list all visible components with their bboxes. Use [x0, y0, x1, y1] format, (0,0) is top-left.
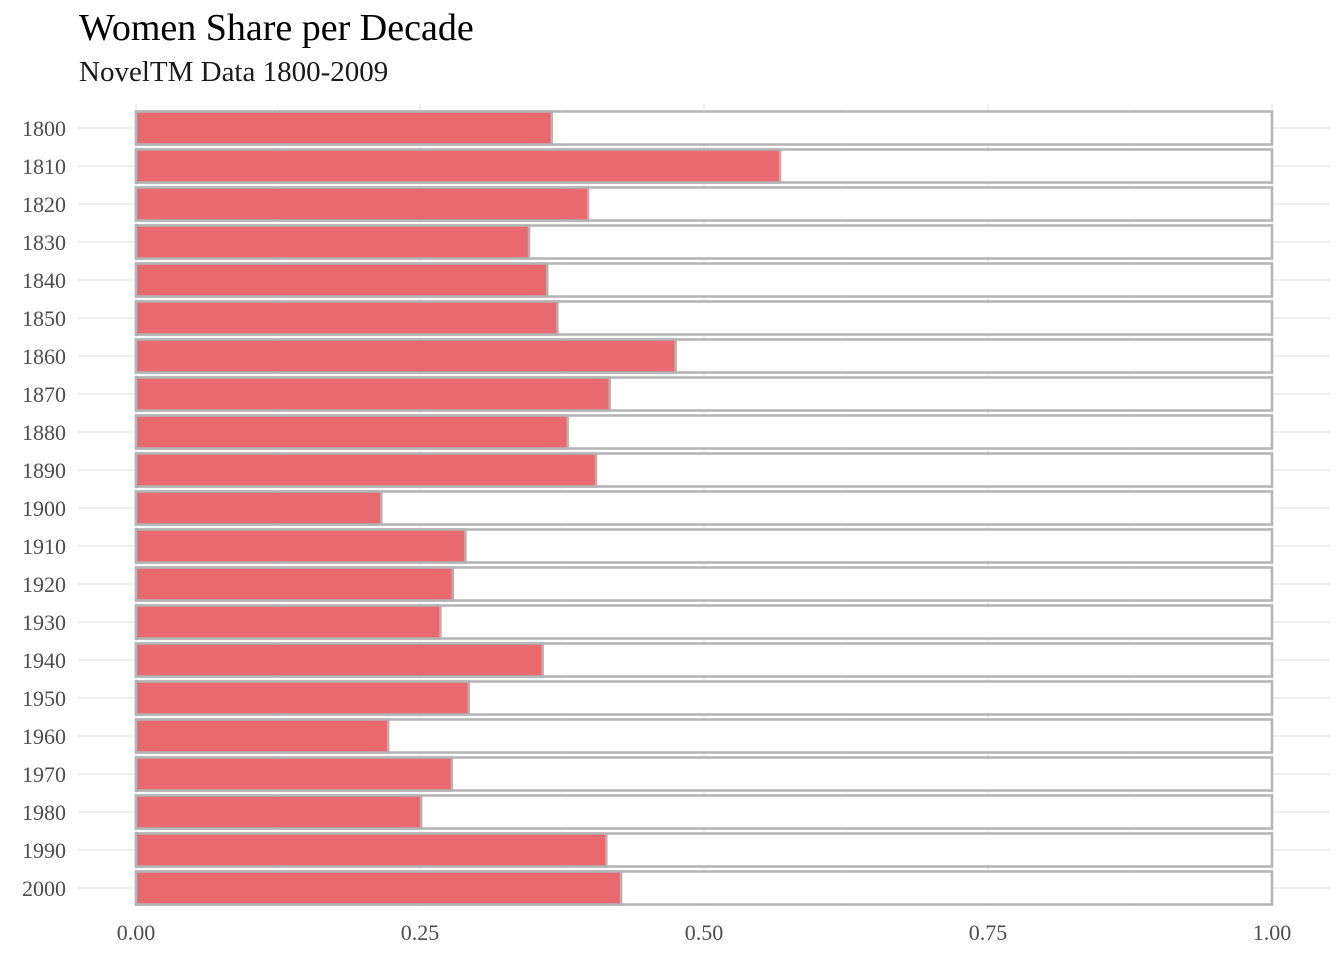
bar-women-share	[134, 452, 598, 488]
bar-women-share	[134, 642, 544, 678]
bar-women-share	[134, 528, 467, 564]
y-tick-label: 1950	[22, 686, 66, 711]
bar-women-share	[134, 224, 531, 260]
y-tick-label: 1970	[22, 762, 66, 787]
bar-women-share	[134, 680, 471, 716]
y-tick-label: 1840	[22, 268, 66, 293]
bar-women-share	[134, 262, 549, 298]
bar-women-share	[134, 604, 442, 640]
y-tick-label: 1820	[22, 192, 66, 217]
x-tick-label: 0.00	[117, 920, 156, 945]
x-tick-label: 0.25	[401, 920, 440, 945]
bar-women-share	[134, 870, 623, 906]
x-axis: 0.00 0.25 0.50 0.75 1.00	[117, 920, 1292, 945]
bar-women-share	[134, 148, 782, 184]
bar-women-share	[134, 300, 559, 336]
bar-women-share	[134, 338, 677, 374]
chart-subtitle: NovelTM Data 1800-2009	[79, 56, 389, 88]
bar-women-share	[134, 376, 611, 412]
bar-women-share	[134, 794, 423, 830]
y-tick-label: 1920	[22, 572, 66, 597]
y-tick-label: 1960	[22, 724, 66, 749]
bar-layer	[134, 110, 1274, 906]
y-tick-label: 1910	[22, 534, 66, 559]
x-tick-label: 0.50	[685, 920, 724, 945]
y-tick-label: 1940	[22, 648, 66, 673]
y-tick-label: 1850	[22, 306, 66, 331]
y-tick-label: 1900	[22, 496, 66, 521]
chart-title: Women Share per Decade	[79, 7, 474, 49]
y-tick-label: 1990	[22, 838, 66, 863]
x-tick-label: 1.00	[1253, 920, 1292, 945]
y-tick-label: 1860	[22, 344, 66, 369]
bar-women-share	[134, 414, 569, 450]
bar-women-share	[134, 186, 590, 222]
y-tick-label: 2000	[22, 876, 66, 901]
y-tick-label: 1880	[22, 420, 66, 445]
x-tick-label: 0.75	[969, 920, 1008, 945]
bar-women-share	[134, 756, 454, 792]
bar-women-share	[134, 110, 554, 146]
bar-women-share	[134, 566, 455, 602]
y-tick-label: 1800	[22, 116, 66, 141]
y-tick-label: 1930	[22, 610, 66, 635]
y-axis: 1800 1810 1820 1830 1840 1850 1860 1870 1880 1890…	[22, 116, 66, 901]
bar-women-share	[134, 718, 390, 754]
y-tick-label: 1980	[22, 800, 66, 825]
bar-women-share	[134, 832, 608, 868]
bar-women-share	[134, 490, 383, 526]
y-tick-label: 1810	[22, 154, 66, 179]
y-tick-label: 1830	[22, 230, 66, 255]
y-tick-label: 1890	[22, 458, 66, 483]
y-tick-label: 1870	[22, 382, 66, 407]
